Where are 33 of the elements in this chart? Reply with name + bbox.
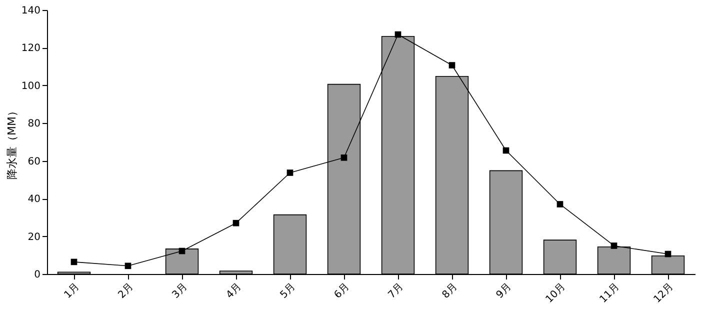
point bbox=[394, 31, 402, 38]
point bbox=[70, 258, 78, 266]
y-tick-label: 120 bbox=[21, 43, 40, 54]
y-tick-label: 40 bbox=[28, 194, 40, 206]
y-tick-label: 140 bbox=[21, 6, 40, 16]
x-tick-label: 2月 bbox=[116, 282, 136, 301]
x-tick-label: 11月 bbox=[598, 282, 622, 306]
x-tick-label: 6月 bbox=[332, 282, 352, 301]
point bbox=[502, 147, 510, 154]
point bbox=[232, 220, 240, 226]
x-tick-label: 10月 bbox=[544, 282, 568, 306]
point bbox=[610, 242, 618, 249]
point bbox=[664, 250, 672, 258]
y-tick-label: 20 bbox=[28, 232, 40, 243]
point bbox=[340, 154, 348, 161]
x-tick-label: 3月 bbox=[170, 282, 190, 301]
y-tick-label: 60 bbox=[28, 156, 40, 168]
x-tick-label: 5月 bbox=[278, 282, 298, 301]
y-tick-label: 100 bbox=[21, 80, 40, 92]
x-tick-label: 1月 bbox=[62, 282, 82, 301]
point bbox=[124, 262, 132, 270]
x-tick-label: 4月 bbox=[224, 282, 244, 301]
y-tick-label: 0 bbox=[34, 270, 40, 280]
x-tick-label: 12月 bbox=[652, 282, 676, 306]
x-tick-label: 8月 bbox=[440, 282, 460, 301]
x-tick-label: 9月 bbox=[494, 282, 514, 301]
point bbox=[178, 248, 186, 254]
point bbox=[448, 62, 456, 68]
point bbox=[286, 170, 294, 176]
x-tick-label: 7月 bbox=[386, 282, 406, 301]
point bbox=[556, 201, 564, 208]
y-axis-title: 降水量（MM） bbox=[5, 106, 18, 180]
y-tick-label: 80 bbox=[28, 118, 40, 130]
